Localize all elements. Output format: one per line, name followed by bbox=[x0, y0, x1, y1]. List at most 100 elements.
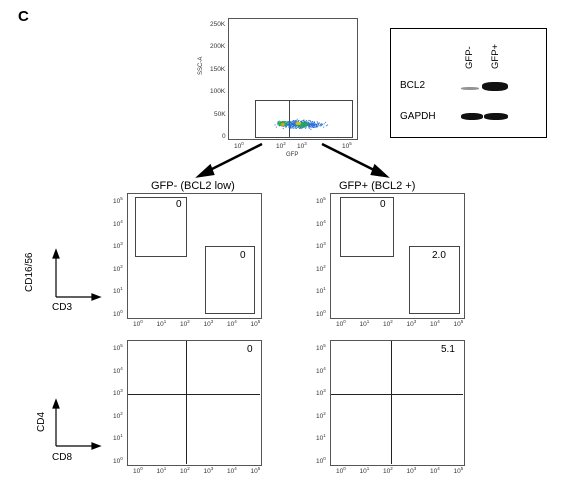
scatter-dot bbox=[290, 126, 292, 128]
scatter-dot bbox=[292, 123, 293, 125]
pct-left-lower: 0 bbox=[247, 344, 253, 355]
scatter-dot bbox=[296, 121, 298, 123]
scatter-dot bbox=[294, 126, 296, 128]
pct-right-upper-right: 2.0 bbox=[432, 250, 446, 261]
gfp-x-tick: 102 bbox=[276, 141, 286, 151]
scatter-dot bbox=[289, 126, 291, 128]
scatter-dot bbox=[310, 124, 312, 126]
scatter-dot bbox=[288, 121, 290, 123]
scatter-dot bbox=[301, 120, 303, 122]
scatter-dot bbox=[281, 124, 283, 125]
scatter-dot bbox=[282, 128, 284, 130]
scatter-dot bbox=[288, 125, 290, 127]
scatter-dot bbox=[304, 122, 306, 124]
scatter-dot bbox=[303, 126, 305, 128]
y-log-tick: 105 bbox=[113, 343, 123, 353]
y-log-tick: 102 bbox=[316, 410, 326, 420]
scatter-dot bbox=[308, 124, 310, 126]
plot-gfp-pos-cd4-cd8 bbox=[330, 340, 465, 466]
scatter-dot bbox=[292, 125, 294, 127]
scatter-dot bbox=[304, 121, 306, 123]
scatter-dot bbox=[288, 126, 290, 128]
scatter-dot bbox=[292, 124, 294, 126]
scatter-dot bbox=[310, 127, 312, 129]
cd8-label: CD8 bbox=[52, 452, 73, 463]
scatter-dot bbox=[317, 125, 319, 127]
scatter-dot bbox=[278, 122, 280, 124]
scatter-dot bbox=[295, 121, 297, 123]
scatter-dot bbox=[316, 123, 318, 125]
scatter-dot bbox=[296, 120, 298, 122]
scatter-dot bbox=[301, 122, 303, 124]
scatter-dot bbox=[309, 123, 311, 125]
scatter-dot bbox=[313, 123, 315, 125]
ssc-y-tick: 0 bbox=[222, 133, 226, 140]
y-log-tick: 105 bbox=[316, 343, 326, 353]
lower-axis-legend-arrows bbox=[52, 398, 102, 450]
scatter-dot bbox=[310, 128, 312, 130]
scatter-dot bbox=[307, 124, 309, 126]
scatter-dot bbox=[295, 122, 297, 124]
scatter-dot bbox=[280, 121, 282, 123]
scatter-dot bbox=[294, 120, 296, 122]
scatter-dot bbox=[279, 123, 281, 125]
scatter-dot bbox=[298, 126, 300, 128]
gate-right-upper-top bbox=[340, 197, 394, 257]
scatter-dot bbox=[300, 127, 302, 129]
y-log-tick: 103 bbox=[113, 241, 123, 251]
scatter-dot bbox=[297, 125, 299, 127]
gfp-x-tick: 103 bbox=[297, 141, 307, 151]
scatter-dot bbox=[313, 122, 314, 124]
scatter-dot bbox=[301, 128, 303, 129]
scatter-dot bbox=[299, 123, 301, 125]
gfp-axis-label: GFP bbox=[286, 152, 299, 158]
scatter-dot bbox=[294, 120, 296, 122]
scatter-dot bbox=[314, 126, 316, 128]
scatter-dot bbox=[279, 122, 281, 123]
x-log-tick: 103 bbox=[203, 319, 214, 329]
scatter-dot bbox=[288, 123, 290, 125]
scatter-dot bbox=[308, 125, 310, 127]
scatter-dot bbox=[294, 127, 296, 129]
quad-h-left bbox=[128, 394, 260, 395]
scatter-dot bbox=[290, 127, 292, 129]
scatter-dot bbox=[299, 128, 301, 130]
x-log-tick: 105 bbox=[453, 466, 464, 476]
scatter-dot bbox=[311, 123, 312, 125]
scatter-dot bbox=[315, 125, 317, 127]
scatter-dot bbox=[284, 125, 286, 127]
gate-right-upper-right bbox=[409, 246, 460, 314]
scatter-dot bbox=[291, 124, 293, 126]
scatter-dot bbox=[300, 125, 302, 127]
scatter-dot bbox=[294, 122, 296, 124]
x-log-tick: 100 bbox=[133, 319, 143, 329]
scatter-dot bbox=[283, 126, 285, 128]
scatter-dot bbox=[299, 124, 301, 126]
scatter-dot bbox=[304, 125, 306, 127]
x-log-tick: 105 bbox=[250, 319, 261, 329]
x-log-tick: 101 bbox=[156, 319, 167, 329]
scatter-dot bbox=[285, 125, 287, 127]
x-log-tick: 104 bbox=[430, 319, 440, 329]
western-blot: GFP- GFP+ BCL2 GAPDH bbox=[390, 28, 547, 138]
scatter-dot bbox=[289, 121, 291, 123]
scatter-dot bbox=[293, 121, 295, 123]
scatter-dot bbox=[307, 122, 309, 124]
scatter-dot bbox=[288, 124, 290, 126]
scatter-dot bbox=[312, 122, 314, 124]
scatter-dot bbox=[304, 124, 306, 126]
scatter-dot bbox=[281, 121, 283, 123]
scatter-dot bbox=[293, 124, 295, 126]
y-log-tick: 100 bbox=[113, 308, 123, 318]
x-log-tick: 103 bbox=[203, 466, 214, 476]
scatter-dot bbox=[287, 123, 289, 125]
y-log-tick: 102 bbox=[113, 263, 123, 273]
scatter-dot bbox=[315, 124, 317, 126]
scatter-dot bbox=[320, 124, 322, 126]
scatter-dot bbox=[308, 126, 310, 128]
scatter-dot bbox=[315, 123, 317, 125]
y-log-tick: 103 bbox=[113, 388, 123, 398]
scatter-dot bbox=[292, 123, 294, 124]
scatter-dot bbox=[303, 121, 305, 123]
